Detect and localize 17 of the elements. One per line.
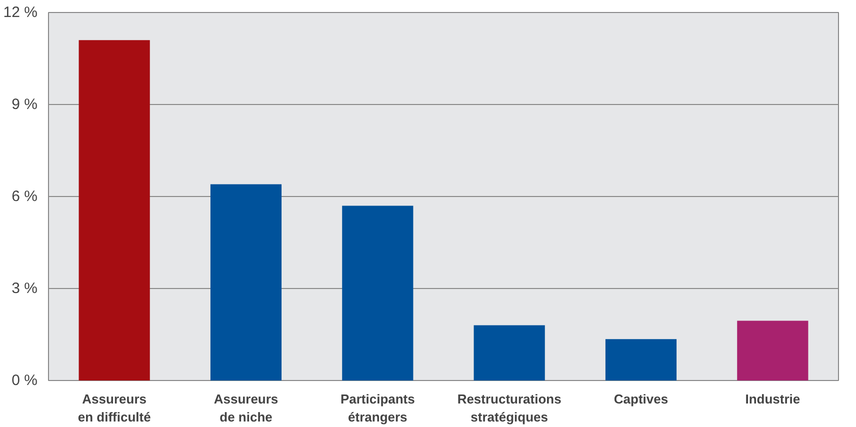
bar [737, 320, 808, 380]
y-tick-label: 0 % [12, 372, 38, 389]
x-tick-label: Captives [614, 392, 668, 406]
bar [210, 184, 282, 380]
bar [474, 325, 545, 380]
x-tick-label: Assureurs en difficulté [78, 392, 151, 424]
x-tick-label: Participants étrangers [340, 392, 415, 424]
y-tick-label: 12 % [3, 4, 38, 21]
bar [78, 40, 150, 380]
bar [342, 206, 414, 380]
x-tick-label: Industrie [745, 392, 800, 406]
y-tick-label: 6 % [12, 188, 38, 205]
x-tick-label: Restructurations stratégiques [457, 392, 562, 424]
x-tick-label: Assureurs de niche [214, 392, 278, 424]
y-tick-label: 9 % [12, 96, 38, 113]
y-tick-label: 3 % [12, 280, 38, 297]
bar [605, 339, 677, 380]
